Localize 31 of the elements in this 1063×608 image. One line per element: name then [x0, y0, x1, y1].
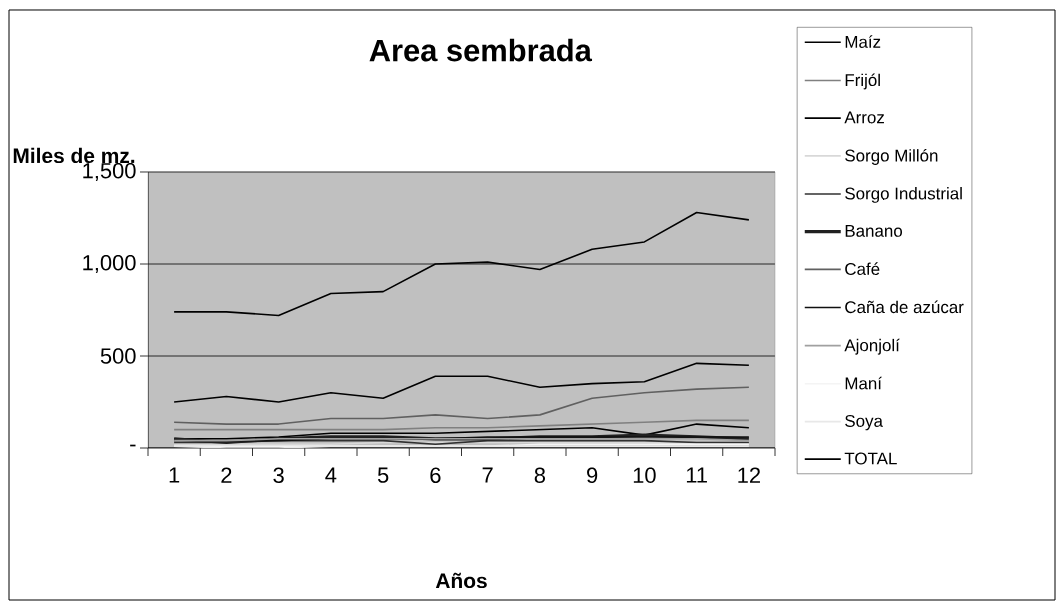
legend-label: Sorgo Millón — [845, 148, 938, 165]
legend-label: Frijól — [845, 73, 880, 90]
legend-label: TOTAL — [844, 452, 897, 465]
legend-label: Ajonjolí — [844, 338, 900, 355]
y-tick-label: 1,000 — [83, 254, 136, 274]
y-tick-label: 500 — [100, 348, 136, 364]
y-tick-label: - — [130, 444, 136, 447]
x-tick-label: 6 — [430, 467, 441, 484]
legend-label: Arroz — [844, 111, 884, 124]
x-tick-label: 3 — [273, 467, 284, 484]
x-tick-label: 5 — [377, 467, 389, 483]
x-tick-label: 10 — [633, 467, 656, 484]
legend-label: Soya — [845, 414, 883, 431]
y-axis-title: Miles de mz. — [13, 147, 135, 164]
legend-label: Caña de azúcar — [845, 300, 964, 314]
legend-label: Sorgo Industrial — [845, 187, 962, 203]
legend-label: Banano — [845, 225, 903, 237]
y-tick-label: 1,500 — [83, 162, 136, 182]
x-tick-label: 1 — [169, 467, 180, 483]
x-tick-label: 4 — [325, 467, 337, 483]
legend-label: Maní — [845, 376, 882, 390]
x-tick-label: 7 — [482, 467, 493, 483]
x-tick-label: 9 — [587, 467, 598, 484]
x-tick-label: 12 — [738, 467, 760, 483]
chart-title: Area sembrada — [369, 38, 593, 62]
x-axis-title: Años — [435, 572, 487, 589]
x-tick-label: 2 — [221, 467, 232, 483]
legend-label: Café — [845, 262, 880, 275]
x-tick-label: 8 — [534, 467, 546, 484]
legend-label: Maíz — [845, 35, 881, 48]
x-tick-label: 11 — [686, 467, 707, 483]
